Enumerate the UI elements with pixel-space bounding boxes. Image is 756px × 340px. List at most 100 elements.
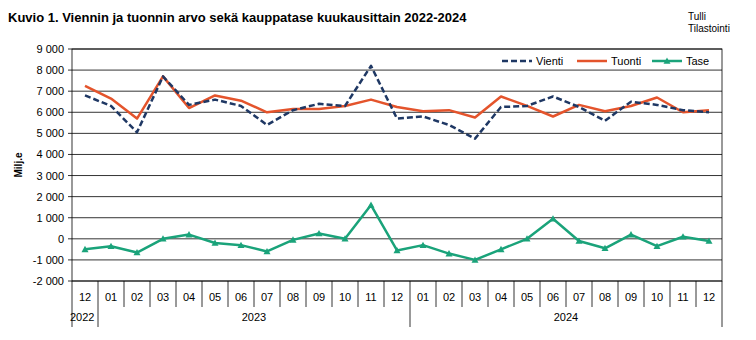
x-tick-label: 10	[339, 291, 351, 303]
x-group-label: 2024	[554, 311, 578, 323]
x-tick-label: 09	[313, 291, 325, 303]
legend-label: Vienti	[536, 55, 563, 67]
legend-label: Tuonti	[611, 55, 641, 67]
x-tick-label: 01	[417, 291, 429, 303]
y-tick-label: 7 000	[36, 85, 64, 97]
plot-marks	[82, 66, 713, 263]
y-tick	[68, 259, 72, 260]
chart: Kuvio 1. Viennin ja tuonnin arvo sekä ka…	[0, 0, 756, 340]
category-separator	[202, 281, 203, 307]
legend-label: Tase	[686, 55, 709, 67]
x-tick-label: 02	[443, 291, 455, 303]
x-group-label: 2023	[242, 311, 266, 323]
y-tick	[68, 133, 72, 134]
y-axis-label: Milj.e	[13, 152, 24, 177]
x-tick-label: 04	[183, 291, 195, 303]
x-tick-label: 04	[495, 291, 507, 303]
category-separator	[150, 281, 151, 307]
category-separator	[670, 281, 671, 307]
y-tick	[68, 238, 72, 239]
category-separator	[98, 281, 99, 327]
y-tick-label: 5 000	[36, 127, 64, 139]
grid-line	[72, 175, 722, 176]
y-tick	[68, 70, 72, 71]
x-tick-label: 03	[157, 291, 169, 303]
y-tick	[68, 112, 72, 113]
series-marker	[238, 242, 245, 248]
series-marker	[706, 237, 713, 243]
y-tick	[68, 91, 72, 92]
series-line	[85, 66, 709, 139]
y-tick-label: 9 000	[36, 43, 64, 55]
category-separator	[306, 281, 307, 307]
series-marker	[368, 202, 375, 208]
category-separator	[488, 281, 489, 307]
x-tick-label: 05	[209, 291, 221, 303]
y-tick	[68, 154, 72, 155]
category-separator	[280, 281, 281, 307]
category-separator	[540, 281, 541, 307]
category-separator	[696, 281, 697, 307]
x-tick-label: 06	[547, 291, 559, 303]
series-marker	[316, 230, 323, 236]
x-tick-label: 06	[235, 291, 247, 303]
series-marker	[498, 246, 505, 252]
series-marker	[524, 235, 531, 241]
y-tick	[68, 281, 72, 282]
category-separator	[358, 281, 359, 307]
category-separator	[722, 281, 723, 327]
legend-marker	[664, 58, 671, 64]
y-tick-label: -1 000	[33, 254, 64, 266]
series-marker	[602, 245, 609, 251]
category-separator	[124, 281, 125, 307]
y-tick-label: 8 000	[36, 64, 64, 76]
x-tick-label: 05	[521, 291, 533, 303]
series-marker	[420, 242, 427, 248]
series-marker	[680, 233, 687, 239]
series-marker	[186, 231, 193, 237]
series-line	[85, 205, 709, 260]
series-marker	[394, 247, 401, 253]
x-tick-label: 12	[79, 291, 91, 303]
title: Kuvio 1. Viennin ja tuonnin arvo sekä ka…	[8, 10, 467, 25]
y-tick	[68, 196, 72, 197]
series-marker	[212, 240, 219, 246]
y-tick-label: 0	[58, 233, 64, 245]
grid-line	[72, 217, 722, 218]
series-marker	[628, 231, 635, 237]
x-tick-label: 02	[131, 291, 143, 303]
y-tick-label: 1 000	[36, 212, 64, 224]
x-tick-label: 09	[625, 291, 637, 303]
category-separator	[228, 281, 229, 307]
x-tick-label: 12	[703, 291, 715, 303]
category-separator	[254, 281, 255, 307]
grid-line	[72, 133, 722, 134]
y-tick	[68, 217, 72, 218]
series-marker	[264, 248, 271, 254]
x-tick-label: 11	[365, 291, 376, 303]
series-marker	[472, 256, 479, 262]
series-marker	[160, 235, 167, 241]
grid-line	[72, 154, 722, 155]
category-separator	[566, 281, 567, 307]
x-group-label: 2022	[70, 311, 94, 323]
series-marker	[290, 236, 297, 242]
y-tick-label: 2 000	[36, 191, 64, 203]
grid-line	[72, 70, 722, 71]
source: Tulli	[688, 11, 706, 22]
x-tick-label: 08	[287, 291, 299, 303]
category-separator	[462, 281, 463, 307]
legend-swatch	[577, 60, 607, 63]
y-tick-label: -2 000	[33, 275, 64, 287]
category-separator	[384, 281, 385, 307]
category-separator	[410, 281, 411, 327]
x-tick-label: 12	[391, 291, 403, 303]
category-separator	[592, 281, 593, 307]
plot-frame	[72, 49, 722, 281]
grid-line	[72, 259, 722, 260]
series-marker	[446, 250, 453, 256]
category-separator	[644, 281, 645, 307]
legend-swatch	[502, 60, 532, 63]
category-separator	[436, 281, 437, 307]
y-tick	[68, 175, 72, 176]
